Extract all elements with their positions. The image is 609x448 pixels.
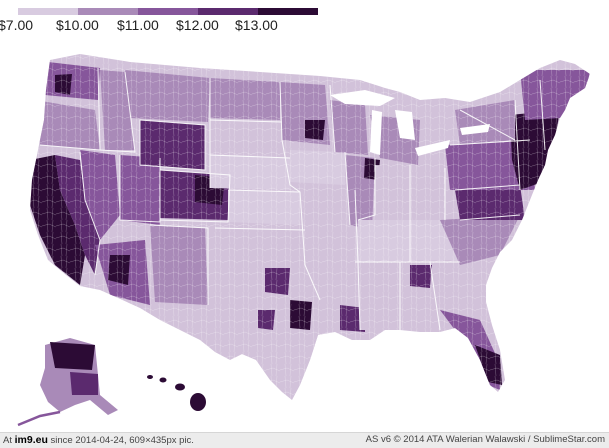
great-lakes [330,90,490,156]
hawaii-maui [175,383,185,391]
legend-swatch-13 [258,8,318,15]
footer-site-link[interactable]: im9.eu [14,434,48,446]
footer-prefix: At [3,435,12,446]
state-borders [39,67,546,331]
lake-michigan [370,110,382,155]
watermark-footer: At im9.eu since 2014-04-24, 609×435px pi… [0,432,609,448]
aleutian-islands [17,410,61,427]
alaska-interior [70,372,98,395]
hawaii [147,375,206,411]
legend-label-7: $7.00 [0,17,34,33]
lake-ontario [460,124,490,135]
footer-credit: AS v6 © 2014 ATA Walerian Walawski / Sub… [365,434,605,445]
legend-swatch-11 [138,8,198,15]
legend-label-11: $11.00 [117,17,159,33]
legend-label-12: $12.00 [176,17,219,33]
hawaii-oahu [159,377,167,383]
legend-swatch-10 [78,8,138,15]
lake-huron [395,110,415,140]
hawaii-big-island [190,393,206,411]
alaska-north-slope [50,342,95,370]
lake-superior [330,90,395,106]
alaska [17,338,118,427]
hawaii-kauai [147,375,153,379]
legend-label-13: $13.00 [235,17,278,33]
footer-since: since 2014-04-24, 609×435px pic. [50,435,194,446]
legend-label-10: $10.00 [56,17,99,33]
legend-swatch-7 [18,8,78,15]
footer-left: At im9.eu since 2014-04-24, 609×435px pi… [3,433,194,448]
lake-erie [415,140,450,156]
us-county-map [17,54,590,427]
legend-swatch-12 [198,8,258,15]
map-legend: $7.00 $10.00 $11.00 $12.00 $13.00 [0,0,320,40]
